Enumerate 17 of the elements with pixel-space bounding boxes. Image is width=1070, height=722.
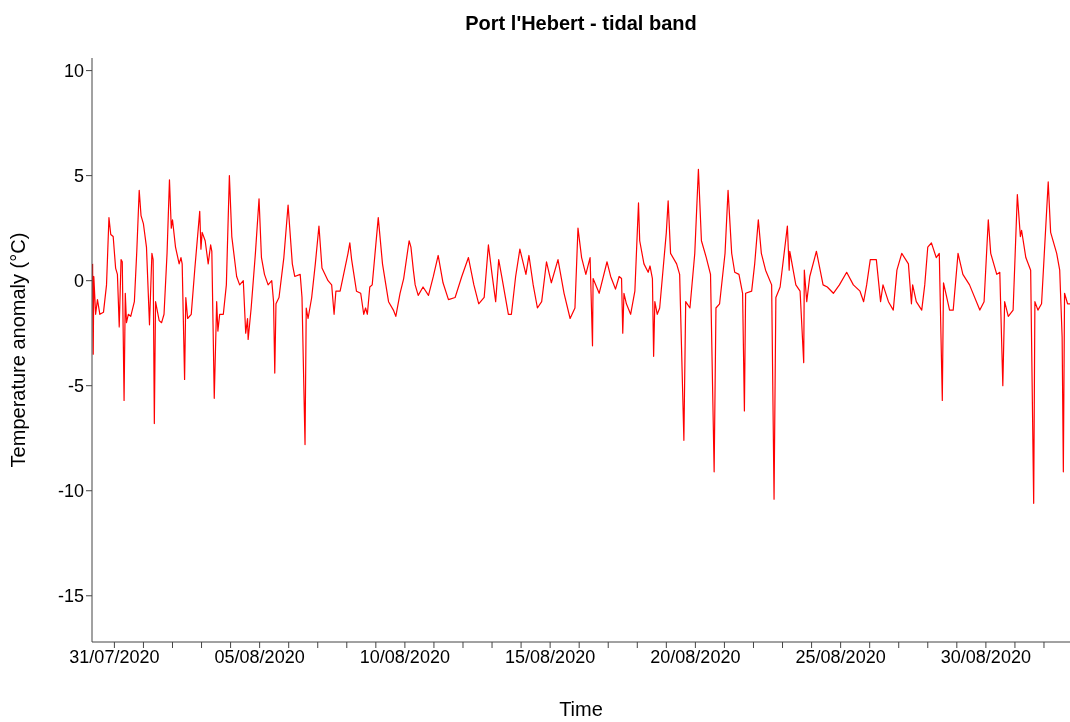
x-tick-label: 20/08/2020 [650, 646, 741, 667]
y-tick-label: 5 [73, 166, 84, 187]
y-tick-label: -5 [67, 376, 84, 397]
y-tick-label: 10 [63, 60, 84, 81]
y-tick-label: -10 [57, 481, 84, 502]
x-tick-label: 05/08/2020 [214, 646, 305, 667]
x-tick-label: 25/08/2020 [795, 646, 886, 667]
y-axis-title: Temperature anomaly (°C) [7, 232, 30, 468]
chart-title: Port l'Hebert - tidal band [464, 12, 698, 35]
x-tick-label: 31/07/2020 [69, 646, 160, 667]
x-tick-label: 10/08/2020 [359, 646, 450, 667]
x-tick-label: 15/08/2020 [505, 646, 596, 667]
y-tick-label: -15 [57, 586, 84, 607]
x-axis-title: Time [559, 698, 603, 720]
x-tick-label: 30/08/2020 [940, 646, 1031, 667]
y-tick-label: 0 [73, 271, 84, 292]
line-series [92, 168, 1070, 504]
